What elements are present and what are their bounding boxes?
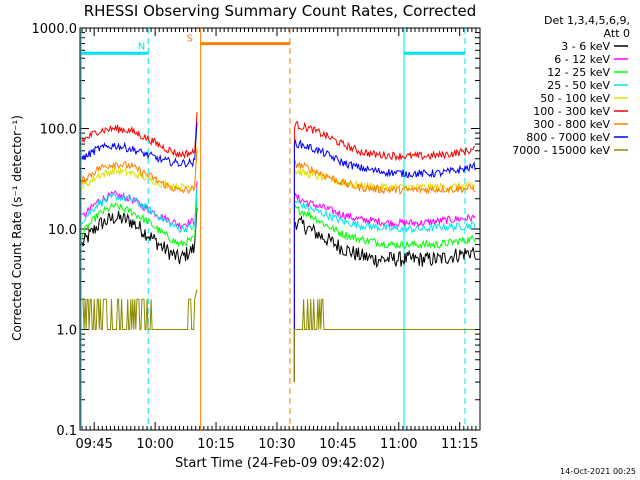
- series-trace: [81, 186, 476, 382]
- x-tick-label: 11:15: [441, 437, 478, 452]
- legend-header-2: Att 0: [604, 27, 630, 40]
- x-tick-label: 09:45: [75, 437, 112, 452]
- series-line: [293, 204, 476, 382]
- legend-label: 300 - 800 keV: [533, 118, 610, 131]
- x-tick-label: 11:00: [380, 437, 417, 452]
- y-tick-label: 100.0: [40, 123, 77, 138]
- series-trace: [81, 180, 476, 382]
- series-line: [293, 215, 476, 382]
- x-tick-label: 10:45: [319, 437, 356, 452]
- night-flag-label: N: [138, 41, 145, 52]
- legend-label: 6 - 12 keV: [554, 53, 610, 66]
- legend-label: 3 - 6 keV: [561, 40, 610, 53]
- series-line: [82, 289, 198, 330]
- legend-label: 100 - 300 keV: [533, 105, 610, 118]
- chart-title: RHESSI Observing Summary Count Rates, Co…: [84, 2, 477, 20]
- series-line: [293, 199, 476, 382]
- legend-label: 800 - 7000 keV: [526, 131, 610, 144]
- y-axis-label: Corrected Count Rate (s⁻¹ detector⁻¹): [10, 115, 24, 341]
- x-tick-label: 10:15: [197, 437, 234, 452]
- series-line: [293, 121, 476, 382]
- y-tick-label: 1000.0: [32, 22, 78, 37]
- timestamp: 14-Oct-2021 00:25: [560, 467, 636, 476]
- series-line: [81, 112, 198, 160]
- series-trace: [81, 207, 476, 382]
- series-trace: [81, 145, 476, 382]
- series-line: [293, 192, 476, 382]
- saa-flag-label: S: [187, 34, 193, 45]
- series-trace: [81, 112, 476, 382]
- series-trace: [81, 198, 476, 382]
- y-tick-label: 10.0: [48, 223, 77, 238]
- x-axis-label: Start Time (24-Feb-09 09:42:02): [175, 456, 385, 471]
- y-tick-label: 0.1: [56, 424, 77, 439]
- legend-label: 25 - 50 keV: [547, 79, 610, 92]
- legend-label: 12 - 25 keV: [547, 66, 610, 79]
- series-line: [81, 207, 198, 265]
- legend-label: 7000 - 15000 keV: [512, 144, 610, 157]
- y-tick-label: 1.0: [56, 324, 77, 339]
- plot-frame: [79, 27, 481, 431]
- series-line: [293, 298, 476, 382]
- series-line: [81, 186, 198, 234]
- x-tick-label: 10:30: [258, 437, 295, 452]
- series-line: [81, 145, 198, 193]
- series-trace: [82, 289, 476, 382]
- series-trace: [81, 148, 476, 382]
- x-tick-label: 10:00: [136, 437, 173, 452]
- series-line: [293, 168, 476, 382]
- series-line: [81, 148, 198, 195]
- series-line: [293, 138, 476, 382]
- series-line: [81, 122, 198, 168]
- series-line: [293, 158, 476, 382]
- legend-header-1: Det 1,3,4,5,6,9,: [544, 14, 630, 27]
- series-trace: [81, 122, 476, 382]
- series-line: [81, 198, 198, 248]
- legend-label: 50 - 100 keV: [540, 92, 610, 105]
